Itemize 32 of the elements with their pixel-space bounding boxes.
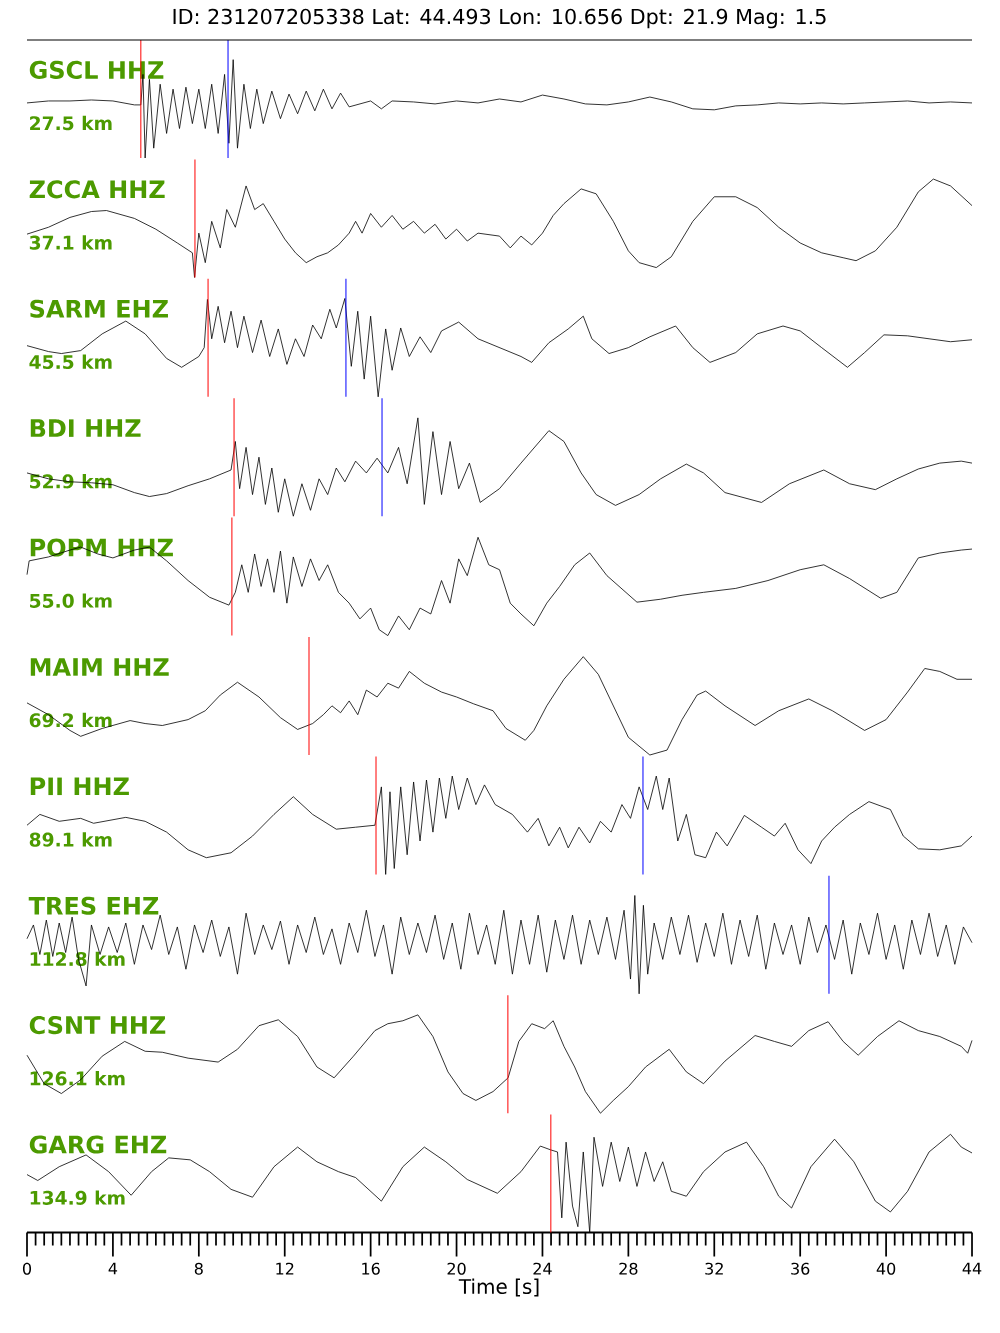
annotation: PII HHZ <box>30 777 129 796</box>
x-tick-label: 36 <box>791 1262 810 1275</box>
annotation: MAIM HHZ <box>30 658 169 676</box>
annotation: POPM HHZ <box>30 538 173 557</box>
x-tick-label: 32 <box>705 1262 723 1275</box>
x-tick-label: 20 <box>447 1262 466 1275</box>
annotation: BDI HHZ <box>30 419 141 437</box>
annotation: 89.1 km <box>29 832 112 847</box>
annotation: 37.1 km <box>29 235 112 250</box>
x-tick-label: 4 <box>108 1262 118 1275</box>
x-tick-label: 24 <box>533 1262 552 1275</box>
annotation: 112.8 km <box>30 951 125 967</box>
annotation: ZCCA HHZ <box>29 180 165 199</box>
annotation: GARG EHZ <box>29 1135 167 1154</box>
annotation: TRES EHZ <box>28 896 159 915</box>
annotation: 134.9 km <box>30 1190 125 1205</box>
annotation: 27.5 km <box>30 115 112 131</box>
x-tick-label: 0 <box>22 1262 32 1275</box>
x-tick-label: 40 <box>876 1262 896 1275</box>
x-tick-label: 8 <box>194 1262 203 1275</box>
annotation: 45.5 km <box>29 354 112 370</box>
annotation: 55.0 km <box>30 593 112 608</box>
x-tick-label: 16 <box>362 1262 380 1275</box>
x-axis-title: Time [s] <box>458 1278 539 1297</box>
x-tick-label: 44 <box>962 1262 982 1275</box>
x-tick-label: 12 <box>276 1262 294 1275</box>
annotation: 69.2 km <box>29 712 112 728</box>
x-tick-label: 28 <box>619 1262 638 1275</box>
annotation: CSNT HHZ <box>29 1016 166 1035</box>
chart-title: ID: 231207205338 Lat: 44.493 Lon: 10.656 Dpt: 21.9 Mag: 1.5 <box>173 8 826 29</box>
annotation: SARM EHZ <box>30 299 168 318</box>
annotation: 126.1 km <box>30 1071 125 1086</box>
